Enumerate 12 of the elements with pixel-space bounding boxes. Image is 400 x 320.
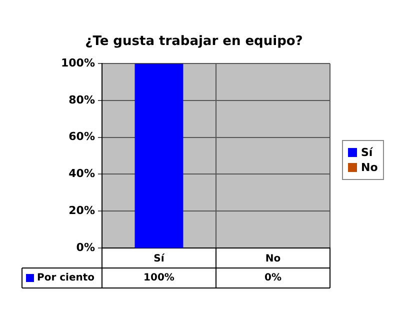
- y-tick-label: 80%: [68, 93, 95, 106]
- y-tick-label: 20%: [68, 204, 95, 217]
- chart-title: ¿Te gusta trabajar en equipo?: [85, 34, 303, 50]
- data-label: 100%: [144, 272, 174, 284]
- legend-label: Por ciento: [37, 272, 95, 284]
- category-label: Sí: [361, 146, 373, 159]
- category-label: No: [361, 161, 378, 174]
- data-label: 0%: [264, 272, 282, 284]
- y-tick-label: 100%: [61, 56, 95, 70]
- y-tick-label: 0%: [76, 240, 95, 254]
- y-tick-label: 40%: [68, 167, 95, 180]
- y-tick-label: 60%: [68, 130, 95, 144]
